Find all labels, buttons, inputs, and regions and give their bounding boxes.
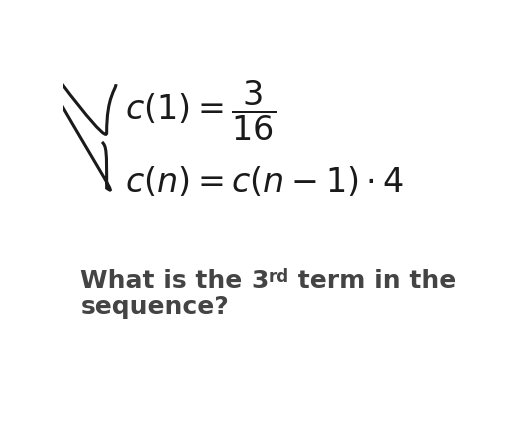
Text: $c(1) = \dfrac{3}{16}$: $c(1) = \dfrac{3}{16}$ [125, 79, 276, 143]
Text: sequence?: sequence? [80, 295, 229, 319]
Text: rd: rd [268, 268, 288, 286]
Text: term in the: term in the [288, 269, 455, 293]
Text: $c(n) = c(n-1) \cdot 4$: $c(n) = c(n-1) \cdot 4$ [125, 165, 403, 199]
Text: 3: 3 [251, 269, 268, 293]
Text: What is the: What is the [80, 269, 251, 293]
